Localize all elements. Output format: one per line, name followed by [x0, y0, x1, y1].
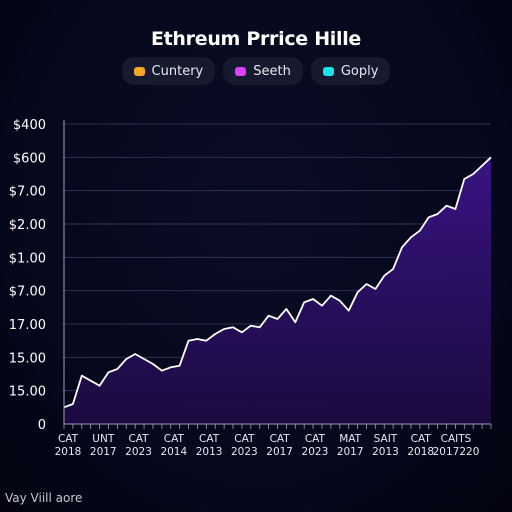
legend-label-cuntery: Cuntery [151, 63, 204, 79]
y-tick-label: $2.00 [9, 218, 46, 233]
x-tick-label-bottom: 2023 [302, 446, 329, 458]
legend-swatch-goply [322, 66, 334, 76]
x-tick-label-bottom: 2013 [372, 446, 399, 458]
legend: Cuntery Seeth Goply [0, 57, 512, 85]
x-tick-label-bottom: 2023 [231, 446, 258, 458]
x-tick-label-top: CAT [270, 433, 291, 445]
x-tick-label-top: CAT [411, 433, 432, 445]
x-tick-label-bottom: 2017 [337, 446, 364, 458]
x-tick-label-bottom: 2017 [266, 446, 293, 458]
y-tick-label: 15.00 [9, 385, 46, 400]
x-tick-label-top: SAIT [374, 433, 398, 445]
legend-swatch-seeth [235, 66, 247, 76]
y-tick-label: 17.00 [9, 318, 46, 333]
legend-item-goply[interactable]: Goply [310, 57, 391, 85]
x-tick-label-top: MAT [339, 433, 361, 445]
legend-label-seeth: Seeth [253, 63, 291, 79]
x-tick-label-bottom: 2018 [55, 446, 82, 458]
legend-swatch-cuntery [133, 66, 145, 76]
y-tick-label: 15.00 [9, 351, 46, 366]
y-tick-label: $600 [13, 151, 46, 166]
x-tick-label-top: CAT [164, 433, 185, 445]
series-area [64, 157, 491, 425]
y-tick-label: $400 [13, 118, 46, 133]
legend-label-goply: Goply [340, 63, 379, 79]
x-tick-label-top: CAT [234, 433, 255, 445]
x-tick-label-top: CAT [305, 433, 326, 445]
x-tick-label-top: CAT [128, 433, 149, 445]
x-tick-label-bottom: 2023 [125, 446, 152, 458]
x-tick-label-top: CAITS [441, 433, 472, 445]
x-tick-label-top: CAT [199, 433, 220, 445]
chart-title: Ethreum Prrice Hille [150, 28, 362, 50]
series-line [63, 156, 492, 409]
y-tick-labels: $400 $600 $7.00 $2.00 $1.00 $7.00 17.00 15.00 15… [9, 118, 46, 433]
x-tick-label-bottom: 2017220 [433, 446, 480, 458]
x-tick-label-top: CAT [58, 433, 79, 445]
y-tick-label: 0 [38, 418, 46, 433]
x-tick-label-top: UNT [92, 433, 115, 445]
axes [63, 120, 492, 429]
legend-item-seeth[interactable]: Seeth [223, 57, 303, 85]
x-tick-label-bottom: 2014 [160, 446, 187, 458]
x-tick-label-bottom: 2017 [90, 446, 117, 458]
footer-caption: Vay Viill aore [5, 491, 83, 505]
y-tick-label: $7.00 [9, 185, 46, 200]
x-tick-labels: CAT2018UNT2017CAT2023CAT2014CAT2013CAT20… [55, 433, 480, 458]
legend-item-cuntery[interactable]: Cuntery [121, 57, 216, 85]
area-layer [63, 156, 492, 425]
y-tick-label: $1.00 [9, 251, 46, 266]
y-tick-label: $7.00 [9, 285, 46, 300]
x-tick-label-bottom: 2018 [407, 446, 434, 458]
x-tick-label-bottom: 2013 [196, 446, 223, 458]
